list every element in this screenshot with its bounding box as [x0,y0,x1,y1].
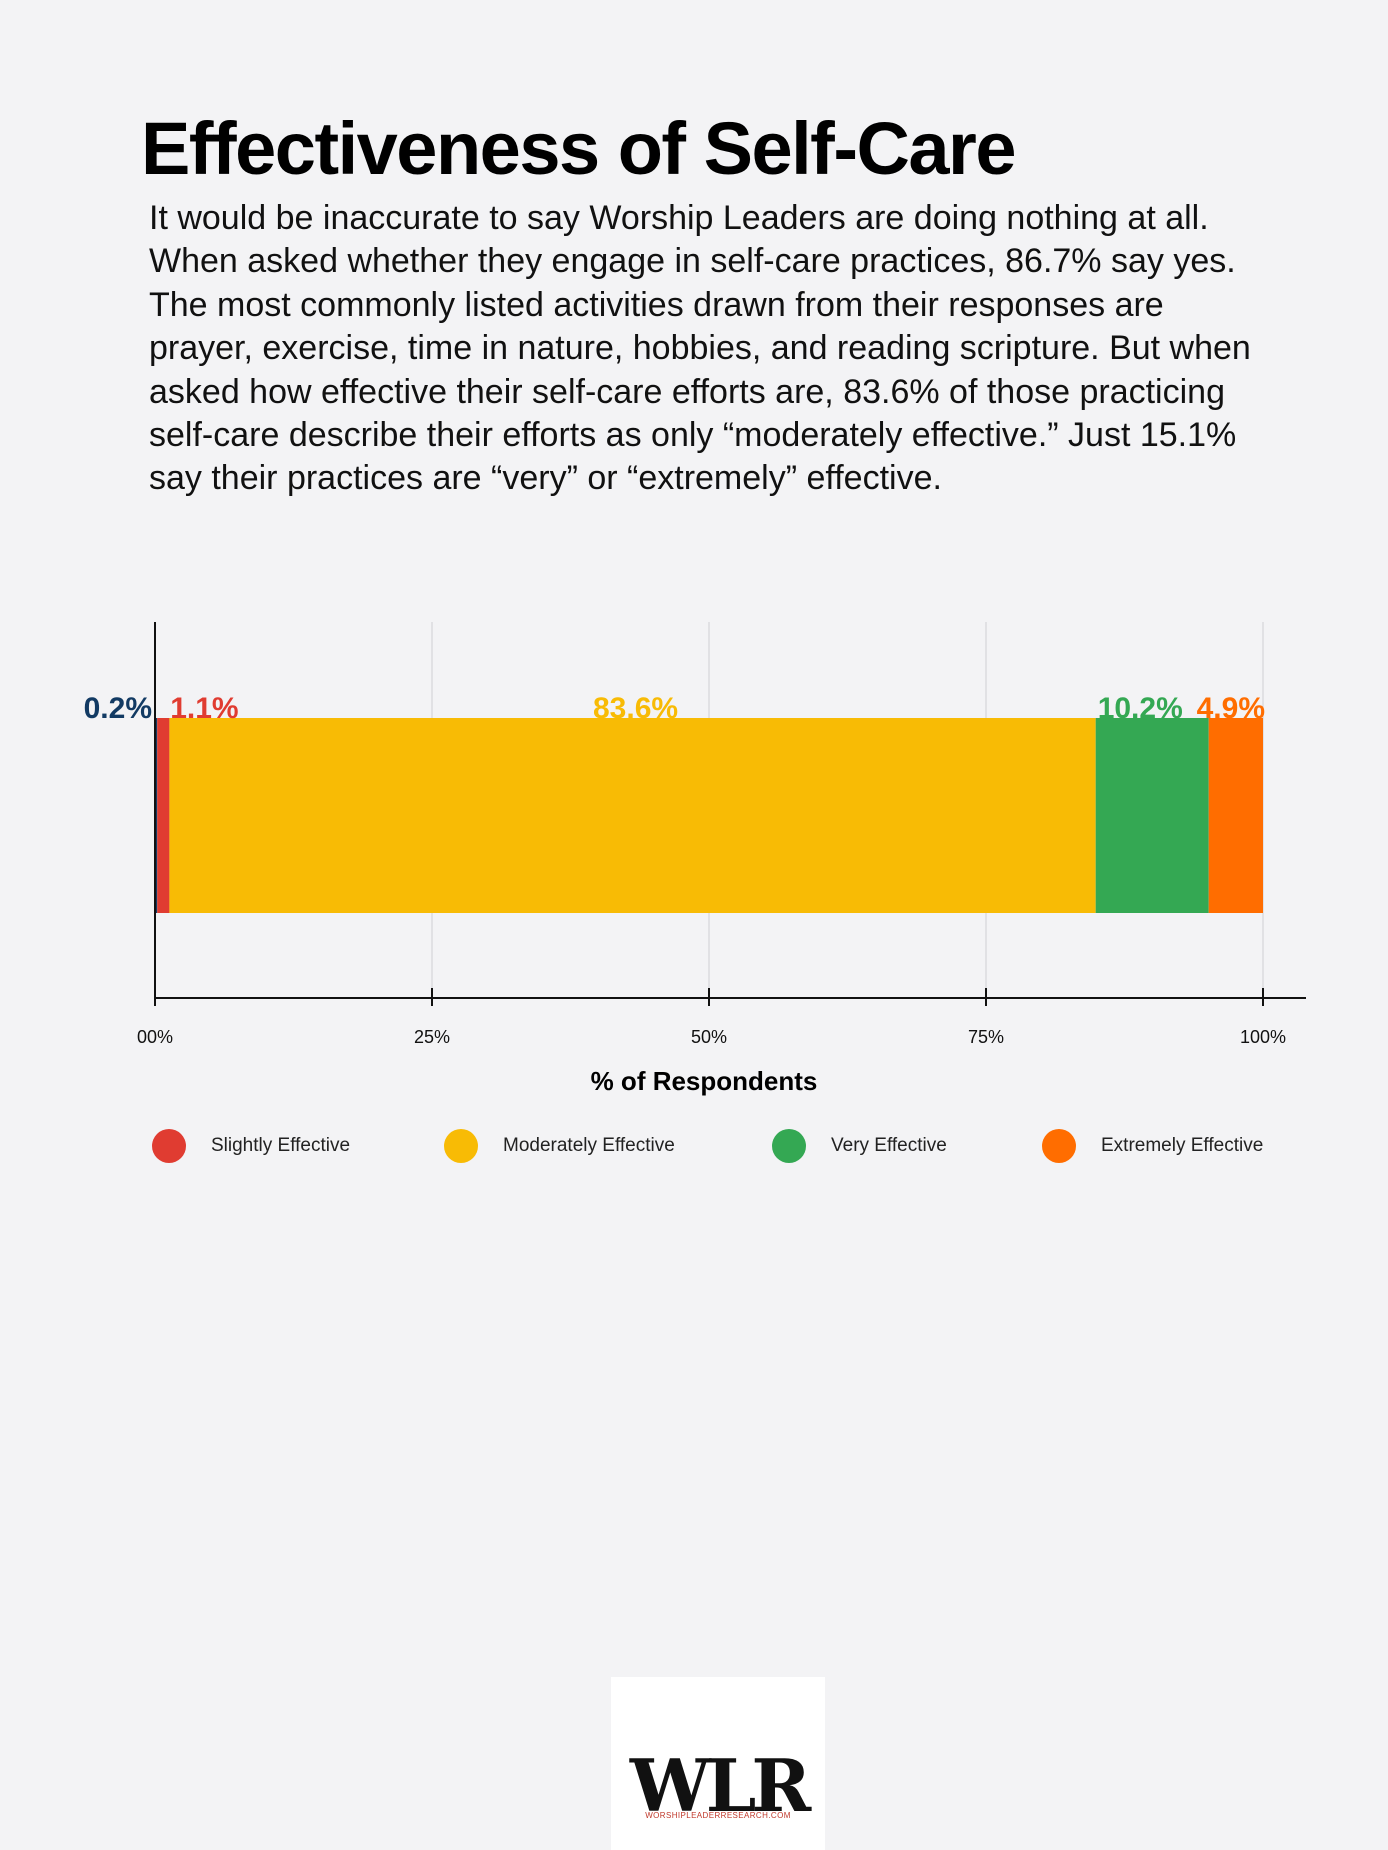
legend-item-moderately-effective: Moderately Effective [444,1128,675,1164]
x-tick-label: 00% [137,1027,173,1047]
description-text: It would be inaccurate to say Worship Le… [149,197,1264,501]
legend-label: Extremely Effective [1101,1135,1264,1156]
data-label: 10.2% [1098,692,1183,725]
bar-segment [157,718,170,913]
legend-swatch [1042,1129,1076,1163]
data-label: 4.9% [1197,692,1265,725]
x-axis-title: % of Respondents [591,1066,818,1096]
bar-segment [155,718,158,913]
description-paragraph: It would be inaccurate to say Worship Le… [149,199,1251,498]
data-label: 1.1% [170,692,238,725]
logo-tagline: WORSHIPLEADERRESEARCH.COM [645,1811,791,1820]
x-tick-label: 100% [1240,1027,1286,1047]
data-label: 83.6% [593,692,678,725]
stacked-bar-chart: 00% 25% 50% 75% 100% % of Respondents 0.2% 1.1%… [84,622,1306,1096]
legend-label: Slightly Effective [211,1135,351,1156]
legend-label: Moderately Effective [503,1135,675,1156]
legend-label: Very Effective [831,1135,947,1156]
logo-mark: WLR [629,1743,811,1828]
legend-swatch [444,1129,478,1163]
legend-swatch [772,1129,806,1163]
page-title: Effectiveness of Self-Care [141,107,1017,190]
legend-item-slightly-effective: Slightly Effective [152,1128,350,1164]
x-tick-label: 75% [968,1027,1004,1047]
x-tick-label: 25% [414,1027,450,1047]
x-tick-label: 50% [691,1027,727,1047]
wlr-logo: WLR WORSHIPLEADERRESEARCH.COM [611,1677,825,1850]
legend-swatch [152,1129,186,1163]
bar-segment [1208,718,1263,913]
legend-item-extremely-effective: Extremely Effective [1042,1128,1263,1164]
bar-segment [1095,718,1209,913]
bar-segment [169,718,1096,913]
legend-item-very-effective: Very Effective [772,1128,947,1164]
data-label: 0.2% [84,692,152,725]
